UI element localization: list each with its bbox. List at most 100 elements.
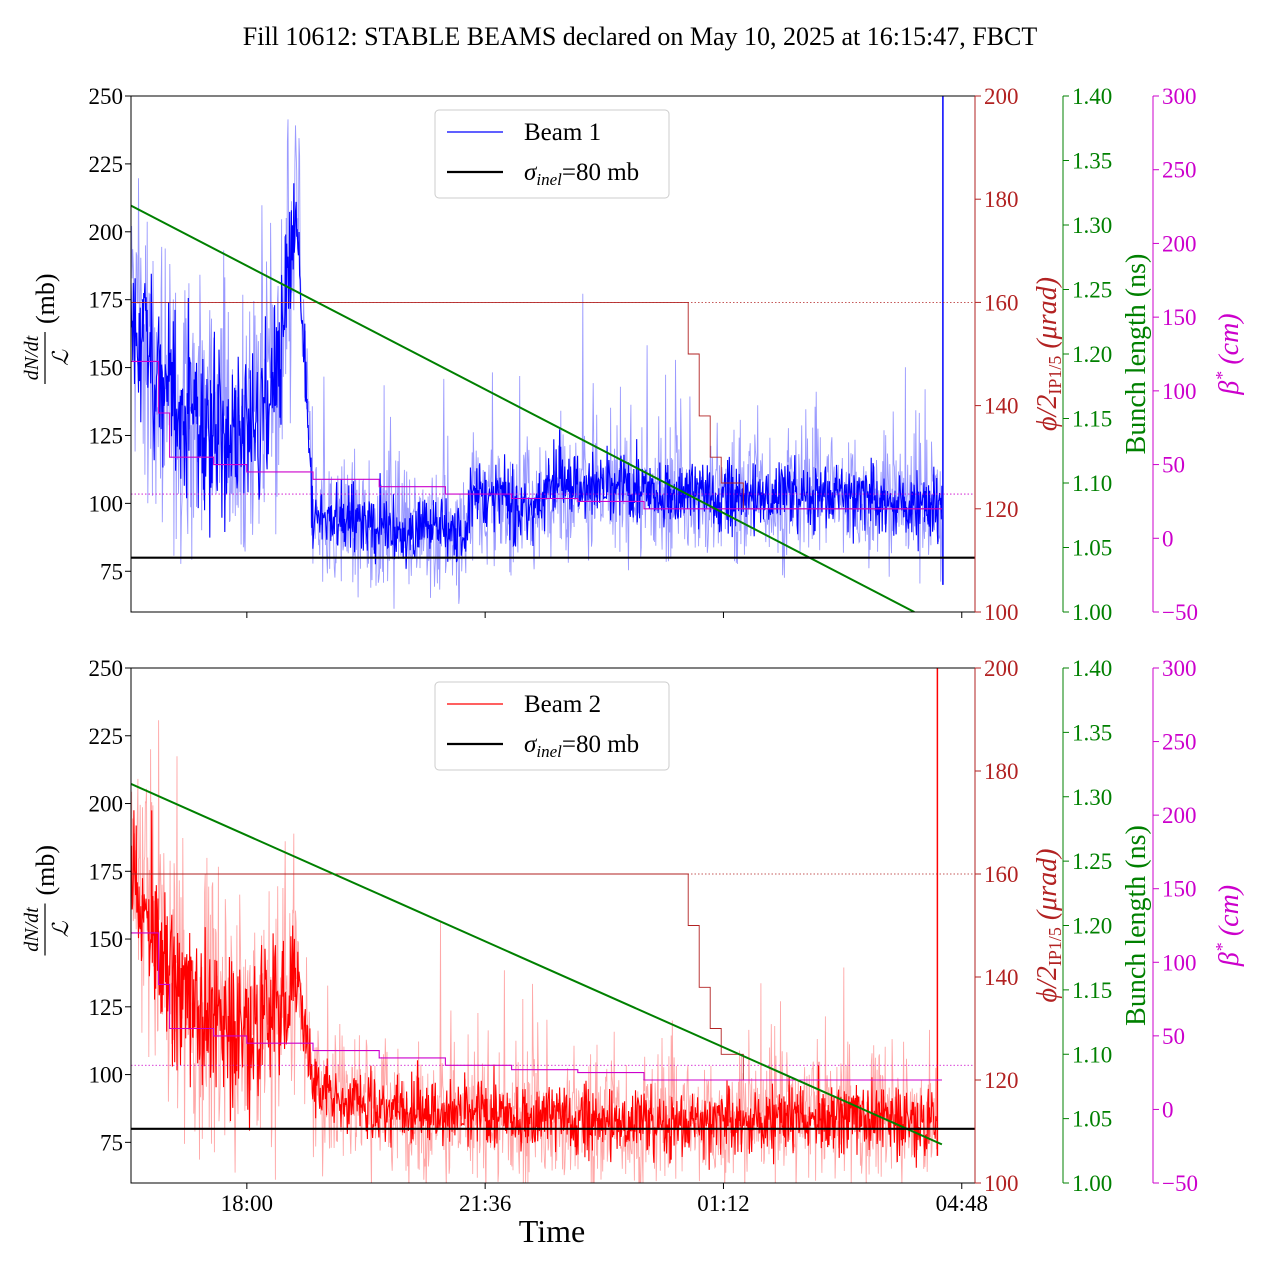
y-tick-label: 175	[89, 288, 124, 313]
legend-sigma-label: σinel=80 mb	[524, 731, 639, 761]
bunch-tick-label: 1.05	[1072, 536, 1112, 561]
y-tick-label: 150	[89, 927, 124, 952]
left-axis-label-numerator: dN/dt	[21, 335, 43, 380]
xing-axis-label-text: ϕ/2IP1/5 (μrad)	[1032, 849, 1065, 1003]
bunch-axis-label-text: Bunch length (ns)	[1121, 254, 1152, 455]
xing-tick-label: 120	[984, 497, 1019, 522]
legend: Beam 2 σinel=80 mb	[434, 681, 670, 771]
bunch-axis-label-text: Bunch length (ns)	[1121, 825, 1152, 1026]
left-axis-label-numerator: dN/dt	[21, 907, 43, 952]
beta-tick-label: −50	[1162, 1171, 1198, 1196]
beta-star-line	[131, 932, 942, 1081]
beta-tick-label: 150	[1162, 877, 1197, 902]
beam-trace	[131, 183, 943, 569]
left-axis-label-denominator: ℒ	[48, 349, 73, 366]
bunch-tick-label: 1.00	[1072, 1171, 1112, 1196]
left-axis-label-denominator: ℒ	[48, 920, 73, 937]
bunch-tick-label: 1.30	[1072, 785, 1112, 810]
legend-beam-label: Beam 1	[524, 119, 601, 146]
legend: Beam 1 σinel=80 mb	[434, 109, 670, 199]
beta-star-line	[131, 360, 942, 510]
y-tick-label: 225	[89, 152, 124, 177]
x-tick-label: 04:48	[936, 1191, 988, 1216]
y-tick-label: 175	[89, 859, 124, 884]
xing-tick-label: 200	[984, 656, 1019, 681]
bunch-tick-label: 1.15	[1072, 407, 1112, 432]
y-tick-label: 150	[89, 356, 124, 381]
xing-tick-label: 120	[984, 1068, 1019, 1093]
bunch-length-line	[131, 204, 915, 612]
y-tick-label: 100	[89, 491, 124, 516]
x-tick-label: 18:00	[221, 1191, 273, 1216]
beta-axis-label-text: β* (cm)	[1212, 313, 1245, 395]
y-tick-label: 125	[89, 995, 124, 1020]
bunch-tick-label: 1.40	[1072, 656, 1112, 681]
left-axis-label-unit: (mb)	[31, 845, 60, 896]
y-tick-label: 125	[89, 423, 124, 448]
xing-tick-label: 180	[984, 759, 1019, 784]
crossing-angle-line	[131, 873, 942, 1081]
beta-tick-label: −50	[1162, 600, 1198, 625]
x-tick-label: 01:12	[697, 1191, 749, 1216]
xing-tick-label: 160	[984, 290, 1019, 315]
left-axis-label-unit: (mb)	[31, 273, 60, 324]
y-tick-label: 225	[89, 724, 124, 749]
y-tick-label: 75	[100, 1130, 123, 1155]
beta-tick-label: 300	[1162, 656, 1197, 681]
beta-tick-label: 300	[1162, 84, 1197, 109]
beta-tick-label: 100	[1162, 950, 1197, 975]
xing-axis-label: ϕ/2IP1/5 (μrad)	[1032, 277, 1065, 431]
xing-tick-label: 100	[984, 600, 1019, 625]
x-axis-label: Time	[519, 1213, 585, 1249]
beta-tick-label: 100	[1162, 379, 1197, 404]
beta-tick-label: 150	[1162, 305, 1197, 330]
left-axis-label: dN/dt ℒ (mb)	[21, 273, 73, 384]
beta-tick-label: 0	[1162, 526, 1174, 551]
beta-tick-label: 50	[1162, 453, 1185, 478]
chart-title: Fill 10612: STABLE BEAMS declared on May…	[243, 22, 1038, 51]
bunch-tick-label: 1.05	[1072, 1107, 1112, 1132]
panel-beam-2: 75 100 125 150 175 200 225 250 18:00 21:36 01:12 04…	[21, 656, 1245, 1216]
beta-tick-label: 250	[1162, 730, 1197, 755]
xing-tick-label: 160	[984, 862, 1019, 887]
xing-tick-label: 140	[984, 394, 1019, 419]
x-tick-label: 21:36	[459, 1191, 511, 1216]
bunch-tick-label: 1.20	[1072, 342, 1112, 367]
crossing-angle-line	[131, 301, 942, 510]
xing-tick-label: 140	[984, 965, 1019, 990]
bunch-tick-label: 1.30	[1072, 213, 1112, 238]
y-tick-label: 250	[89, 656, 124, 681]
beta-axis-label: β* (cm)	[1212, 313, 1245, 395]
y-tick-label: 200	[89, 792, 124, 817]
bunch-tick-label: 1.25	[1072, 849, 1112, 874]
bunch-tick-label: 1.35	[1072, 149, 1112, 174]
bunch-tick-label: 1.40	[1072, 84, 1112, 109]
beam-trace	[131, 810, 937, 1170]
xing-tick-label: 180	[984, 187, 1019, 212]
beta-axis-label: β* (cm)	[1212, 885, 1245, 967]
bunch-axis-label: Bunch length (ns)	[1121, 825, 1152, 1026]
left-axis-label: dN/dt ℒ (mb)	[21, 845, 73, 956]
plot-area	[131, 96, 975, 612]
beta-tick-label: 250	[1162, 158, 1197, 183]
legend-beam-label: Beam 2	[524, 691, 601, 718]
xing-tick-label: 100	[984, 1171, 1019, 1196]
y-tick-label: 100	[89, 1063, 124, 1088]
xing-axis-label-text: ϕ/2IP1/5 (μrad)	[1032, 277, 1065, 431]
bunch-tick-label: 1.10	[1072, 1042, 1112, 1067]
beta-axis-label-text: β* (cm)	[1212, 885, 1245, 967]
bunch-length-line	[131, 782, 943, 1146]
plot-area	[131, 668, 975, 1183]
panel-beam-1: 75 100 125 150 175 200 225 250 100 120 140 160 180 20…	[21, 84, 1245, 625]
bunch-tick-label: 1.15	[1072, 978, 1112, 1003]
bunch-tick-label: 1.25	[1072, 278, 1112, 303]
xing-axis-label: ϕ/2IP1/5 (μrad)	[1032, 849, 1065, 1003]
beta-tick-label: 50	[1162, 1024, 1185, 1049]
legend-sigma-label: σinel=80 mb	[524, 159, 639, 189]
y-tick-label: 250	[89, 84, 124, 109]
beta-tick-label: 0	[1162, 1097, 1174, 1122]
bunch-tick-label: 1.35	[1072, 720, 1112, 745]
bunch-axis-label: Bunch length (ns)	[1121, 254, 1152, 455]
beta-tick-label: 200	[1162, 231, 1197, 256]
